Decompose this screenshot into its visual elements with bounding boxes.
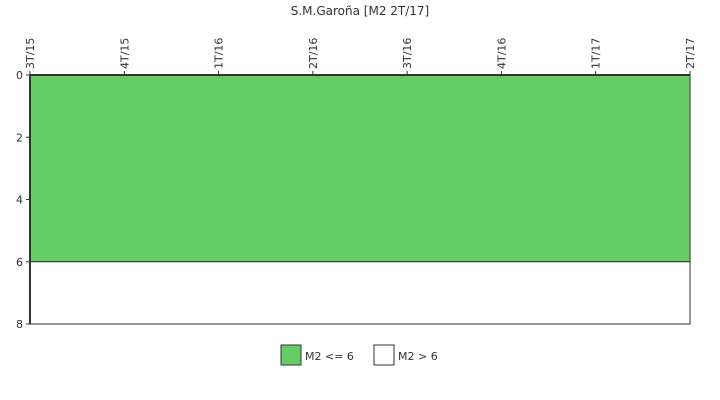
legend-swatch-0 — [280, 344, 302, 366]
legend-label-0: M2 <= 6 — [305, 350, 354, 363]
x-tick-label: 1T/16 — [213, 38, 226, 69]
y-tick-label: 4 — [16, 194, 23, 207]
x-tick-label: 2T/16 — [307, 38, 320, 69]
y-tick-label: 6 — [16, 256, 23, 269]
x-tick-label: 2T/17 — [684, 38, 697, 69]
series-band-1 — [29, 261, 691, 325]
x-tick-label: 1T/17 — [590, 38, 603, 69]
legend-swatch-1 — [373, 344, 395, 366]
chart-title: S.M.Garoña [M2 2T/17] — [291, 4, 429, 18]
y-tick-label: 0 — [16, 69, 23, 82]
x-tick-label: 3T/16 — [401, 38, 414, 69]
x-tick-label: 3T/15 — [24, 38, 37, 69]
y-tick-label: 2 — [16, 131, 23, 144]
series-band-0 — [29, 74, 691, 263]
x-tick-label: 4T/16 — [495, 38, 508, 69]
x-tick-label: 4T/15 — [118, 38, 131, 69]
y-tick-label: 8 — [16, 318, 23, 331]
legend-label-1: M2 > 6 — [398, 350, 438, 363]
